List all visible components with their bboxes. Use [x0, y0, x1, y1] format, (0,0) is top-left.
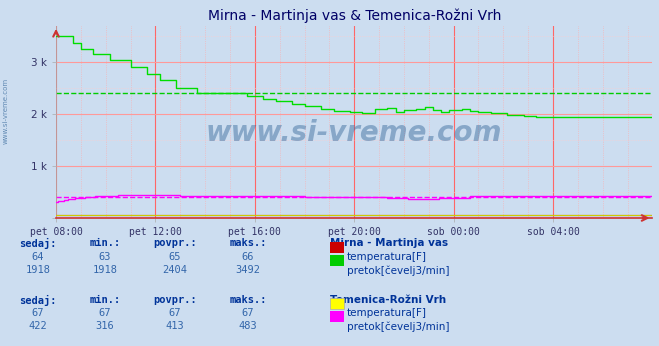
Text: 422: 422 [28, 321, 47, 331]
Text: 483: 483 [239, 321, 258, 331]
Text: 67: 67 [169, 308, 181, 318]
Text: min.:: min.: [90, 238, 121, 248]
Text: 1918: 1918 [26, 265, 51, 275]
Text: sedaj:: sedaj: [19, 238, 57, 249]
Text: Mirna - Martinja vas: Mirna - Martinja vas [330, 238, 448, 248]
Text: maks.:: maks.: [229, 238, 267, 248]
Text: 3492: 3492 [235, 265, 260, 275]
Text: povpr.:: povpr.: [153, 238, 197, 248]
Text: 2404: 2404 [163, 265, 188, 275]
Text: pretok[čevelj3/min]: pretok[čevelj3/min] [347, 321, 449, 331]
Text: www.si-vreme.com: www.si-vreme.com [206, 119, 502, 147]
Text: 66: 66 [242, 252, 254, 262]
Text: 63: 63 [99, 252, 111, 262]
Text: 67: 67 [99, 308, 111, 318]
Text: 67: 67 [32, 308, 44, 318]
Text: Temenica-Rožni Vrh: Temenica-Rožni Vrh [330, 295, 446, 305]
Text: 1918: 1918 [92, 265, 117, 275]
Text: 64: 64 [32, 252, 44, 262]
Text: min.:: min.: [90, 295, 121, 305]
Text: 413: 413 [165, 321, 185, 331]
Title: Mirna - Martinja vas & Temenica-Rožni Vrh: Mirna - Martinja vas & Temenica-Rožni Vr… [208, 9, 501, 24]
Text: 65: 65 [169, 252, 181, 262]
Text: maks.:: maks.: [229, 295, 267, 305]
Text: povpr.:: povpr.: [153, 295, 197, 305]
Text: temperatura[F]: temperatura[F] [347, 252, 427, 262]
Text: 67: 67 [242, 308, 254, 318]
Text: temperatura[F]: temperatura[F] [347, 308, 427, 318]
Text: 316: 316 [96, 321, 115, 331]
Text: www.si-vreme.com: www.si-vreme.com [2, 78, 9, 144]
Text: pretok[čevelj3/min]: pretok[čevelj3/min] [347, 265, 449, 275]
Text: sedaj:: sedaj: [19, 295, 57, 306]
